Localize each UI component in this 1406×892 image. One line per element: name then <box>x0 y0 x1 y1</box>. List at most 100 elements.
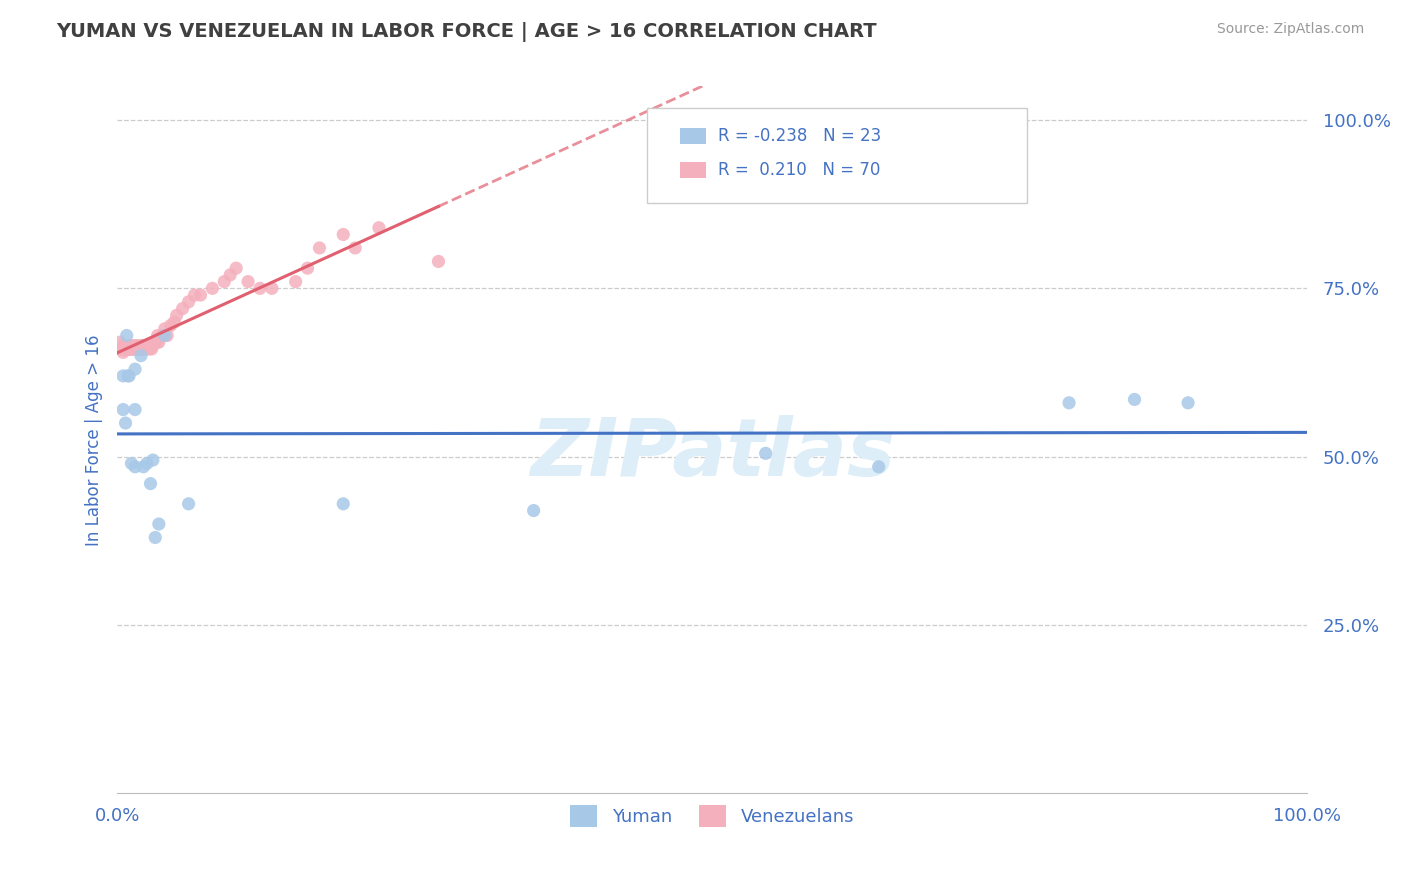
Point <box>129 349 152 363</box>
Point <box>128 342 150 356</box>
Point <box>129 342 152 356</box>
Point <box>118 342 141 356</box>
Point <box>1123 392 1146 407</box>
Point <box>284 275 307 289</box>
Point <box>122 342 145 356</box>
Point <box>118 342 141 356</box>
Point <box>121 457 143 471</box>
Point <box>127 342 149 356</box>
Point <box>142 338 165 352</box>
Point <box>136 342 159 356</box>
Point <box>124 342 146 356</box>
Point <box>219 268 242 282</box>
Point <box>1057 396 1080 410</box>
Point <box>152 328 174 343</box>
Point <box>177 497 200 511</box>
Point <box>868 459 890 474</box>
Point <box>141 342 163 356</box>
Point <box>201 281 224 295</box>
Point <box>236 275 259 289</box>
Point <box>121 338 143 352</box>
Point <box>108 335 131 350</box>
Point <box>172 301 194 316</box>
Point <box>134 342 156 356</box>
Text: YUMAN VS VENEZUELAN IN LABOR FORCE | AGE > 16 CORRELATION CHART: YUMAN VS VENEZUELAN IN LABOR FORCE | AGE… <box>56 22 877 42</box>
Point <box>117 342 139 356</box>
Point <box>1177 396 1199 410</box>
Point <box>118 342 141 356</box>
Point <box>115 328 138 343</box>
Point <box>120 342 142 356</box>
Point <box>139 338 162 352</box>
Point <box>156 328 179 343</box>
Point <box>121 342 143 356</box>
Point <box>143 335 166 350</box>
Point <box>332 227 354 242</box>
Point <box>125 342 148 356</box>
Point <box>143 531 166 545</box>
Point <box>166 308 188 322</box>
Point <box>124 459 146 474</box>
Point <box>148 516 170 531</box>
Point <box>132 338 155 352</box>
Point <box>118 368 141 383</box>
Point <box>136 338 159 352</box>
Point <box>183 288 205 302</box>
Point <box>153 322 176 336</box>
Point <box>190 288 212 302</box>
Point <box>131 342 153 356</box>
Text: R =  0.210   N = 70: R = 0.210 N = 70 <box>718 161 880 178</box>
Point <box>111 342 134 356</box>
Point <box>114 342 136 356</box>
Point <box>260 281 283 295</box>
Point <box>153 328 176 343</box>
Point <box>124 402 146 417</box>
Point <box>121 342 143 356</box>
Point <box>148 335 170 350</box>
Point <box>120 338 142 352</box>
Point <box>368 220 391 235</box>
Point <box>124 338 146 352</box>
Point <box>115 342 138 356</box>
Point <box>132 342 155 356</box>
Point <box>112 338 135 352</box>
Legend: Yuman, Venezuelans: Yuman, Venezuelans <box>562 797 862 834</box>
Point <box>308 241 330 255</box>
Point <box>112 345 135 359</box>
Text: R = -0.238   N = 23: R = -0.238 N = 23 <box>718 127 882 145</box>
Point <box>163 315 186 329</box>
Point <box>332 497 354 511</box>
Point <box>225 261 247 276</box>
Point <box>136 457 159 471</box>
Point <box>110 342 132 356</box>
Point <box>128 342 150 356</box>
Point <box>159 318 181 333</box>
Point <box>112 368 135 383</box>
Point <box>214 275 236 289</box>
Point <box>177 294 200 309</box>
Point <box>112 402 135 417</box>
Point <box>124 362 146 376</box>
Point <box>146 328 169 343</box>
Point <box>135 338 157 352</box>
Text: Source: ZipAtlas.com: Source: ZipAtlas.com <box>1216 22 1364 37</box>
Point <box>138 342 160 356</box>
Point <box>114 342 136 356</box>
Point <box>145 335 167 350</box>
Point <box>129 338 152 352</box>
Point <box>142 453 165 467</box>
Point <box>117 368 139 383</box>
Point <box>523 503 546 517</box>
FancyBboxPatch shape <box>681 162 706 178</box>
Y-axis label: In Labor Force | Age > 16: In Labor Force | Age > 16 <box>86 334 103 546</box>
Point <box>112 338 135 352</box>
Point <box>297 261 319 276</box>
Point <box>344 241 367 255</box>
Text: ZIPatlas: ZIPatlas <box>530 415 894 493</box>
FancyBboxPatch shape <box>647 108 1028 203</box>
Point <box>427 254 450 268</box>
Point <box>127 338 149 352</box>
Point <box>112 342 135 356</box>
Point <box>132 459 155 474</box>
Point <box>139 476 162 491</box>
